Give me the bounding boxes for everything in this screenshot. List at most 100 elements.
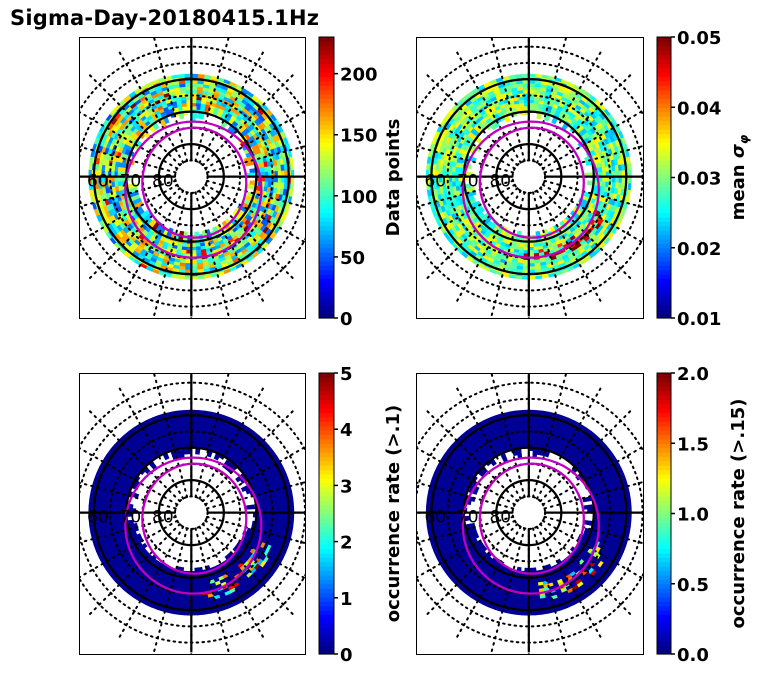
colorbar-segment — [657, 386, 671, 392]
data-bin — [149, 558, 159, 569]
colorbar-segment — [319, 234, 334, 240]
dotted-meridian — [79, 183, 179, 243]
colorbar-segment — [319, 509, 334, 515]
colorbar-segment — [319, 473, 334, 479]
data-bin — [466, 186, 476, 194]
colorbar-segment — [319, 425, 334, 431]
colorbar-segment — [657, 610, 671, 616]
colorbar-segment — [319, 76, 334, 82]
colorbar-segment — [319, 221, 334, 227]
data-bin — [246, 504, 256, 510]
colorbar-segment — [657, 579, 671, 585]
dotted-meridian — [201, 72, 296, 167]
auroral-oval-poleward — [478, 126, 585, 239]
data-bin — [218, 449, 228, 460]
data-bin — [135, 465, 146, 476]
colorbar-segment — [657, 574, 671, 580]
dotted-meridian — [424, 72, 519, 167]
colorbar-segment — [319, 142, 334, 148]
plot-area: 60 70 80 — [79, 37, 305, 318]
colorbar-segment — [319, 72, 334, 78]
colorbar-segment — [657, 111, 671, 117]
colorbar-segment — [319, 269, 334, 275]
data-bin — [459, 147, 470, 156]
data-bin — [132, 197, 142, 205]
colorbar-segment — [657, 636, 671, 642]
colorbar-segment — [319, 386, 334, 392]
colorbar-segment — [319, 151, 334, 157]
data-bin — [549, 226, 558, 236]
colorbar-segment — [319, 124, 334, 130]
colorbar-segment — [657, 54, 671, 60]
colorbar-segment — [657, 618, 671, 624]
data-bin — [143, 217, 153, 228]
colorbar-segment — [319, 504, 334, 510]
colorbar-segment — [657, 181, 671, 187]
colorbar-segment — [657, 151, 671, 157]
dotted-meridian — [86, 523, 181, 618]
colorbar-segment — [319, 50, 334, 56]
dotted-meridian — [416, 183, 516, 243]
colorbar-segment — [657, 186, 671, 192]
colorbar-segment — [657, 478, 671, 484]
colorbar-segment — [657, 553, 671, 559]
colorbar-tick-label: 1.5 — [677, 434, 709, 455]
colorbar-label: occurrence rate (>.1) — [383, 405, 404, 622]
data-bin — [194, 231, 200, 241]
colorbar-segment — [657, 627, 671, 633]
colorbar-segment — [319, 291, 334, 297]
axes-frame — [79, 373, 306, 655]
dotted-meridian — [416, 179, 515, 208]
colorbar-segment — [319, 531, 334, 537]
colorbar-segment — [657, 623, 671, 629]
colorbar-segment — [657, 517, 671, 523]
colorbar-segment — [319, 403, 334, 409]
colorbar-segment — [319, 460, 334, 466]
data-bin — [143, 553, 153, 564]
colorbar-segment — [657, 94, 671, 100]
colorbar-segment — [319, 482, 334, 488]
colorbar-segment — [657, 41, 671, 47]
colorbar-segment — [657, 247, 671, 253]
colorbar-segment — [657, 561, 671, 567]
dotted-meridian — [79, 519, 179, 579]
colorbar-segment — [319, 610, 334, 616]
dotted-meridian — [79, 446, 179, 506]
dotted-meridian — [194, 37, 230, 162]
dotted-meridian — [424, 187, 519, 282]
colorbar-segment — [657, 394, 671, 400]
auroral-oval-equatorward — [124, 456, 263, 595]
colorbar-segment — [319, 416, 334, 422]
colorbar-segment — [319, 645, 334, 651]
colorbar-segment — [657, 487, 671, 493]
colorbar-segment — [657, 570, 671, 576]
colorbar-segment — [657, 300, 671, 306]
colorbar-segment — [319, 98, 334, 104]
colorbar-segment — [657, 58, 671, 64]
colorbar-segment — [657, 526, 671, 532]
colorbar-segment — [319, 399, 334, 405]
lat-label: 70 — [457, 172, 479, 192]
colorbar-segment — [319, 465, 334, 471]
colorbar-segment — [657, 452, 671, 458]
colorbar-segment — [657, 155, 671, 161]
colorbar-frame — [318, 36, 335, 319]
colorbar-segment — [319, 408, 334, 414]
data-bin — [585, 139, 596, 149]
lat-label: 60 — [424, 172, 446, 192]
colorbar-segment — [657, 278, 671, 284]
dotted-meridian — [454, 189, 522, 305]
colorbar-segment — [319, 203, 334, 209]
data-bin — [121, 483, 132, 492]
colorbar-segment — [657, 522, 671, 528]
colorbar-segment — [319, 544, 334, 550]
colorbar-tick-label: 150 — [340, 126, 378, 147]
data-bin — [491, 118, 501, 129]
colorbar-segment — [657, 645, 671, 651]
colorbar-segment — [319, 553, 334, 559]
colorbar-segment — [319, 539, 334, 545]
dotted-meridian — [117, 385, 185, 500]
colorbar-segment — [657, 221, 671, 227]
